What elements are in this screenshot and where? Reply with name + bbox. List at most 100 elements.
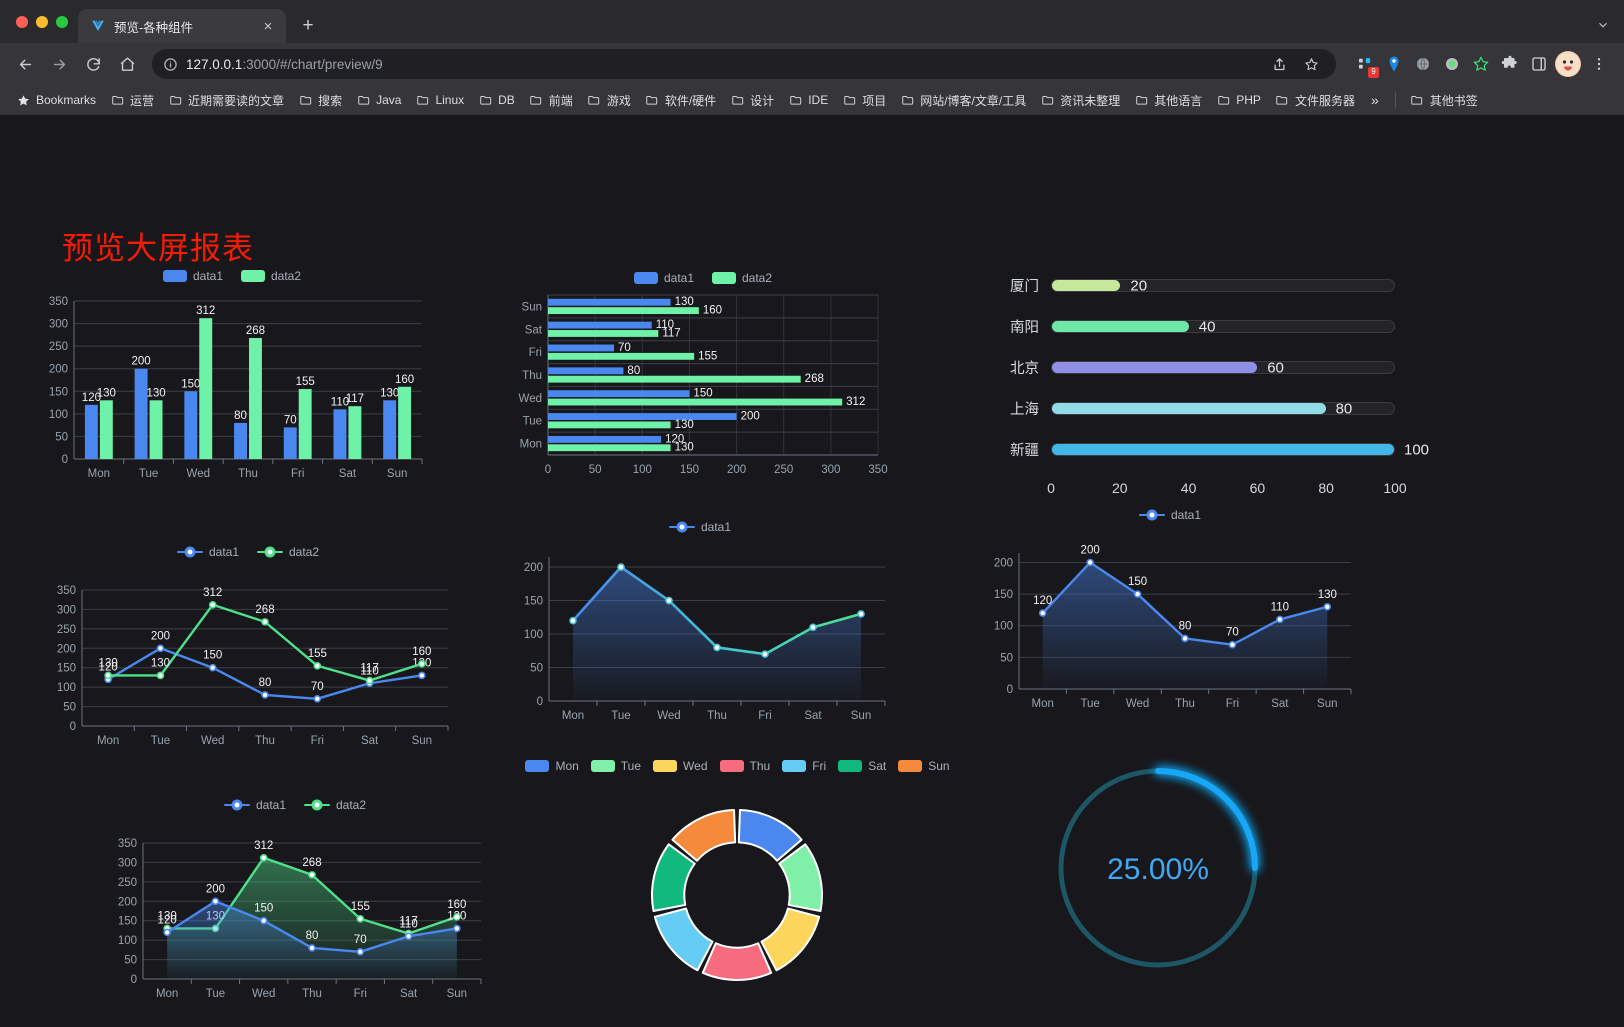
data-point-data2-Sun[interactable] <box>453 913 461 921</box>
bar-data2-Thu[interactable] <box>249 338 262 459</box>
data-point-data1-Wed[interactable] <box>259 916 268 925</box>
extension-icon-1[interactable]: 9 <box>1352 51 1379 78</box>
chart-gauge[interactable]: 25.00% <box>1040 745 1280 995</box>
bookmark-folder-5[interactable]: DB <box>472 90 521 111</box>
data-point-data1-Sat[interactable] <box>809 623 817 632</box>
data-point-data1-Wed[interactable] <box>1133 590 1142 598</box>
data-point-data1-Sun[interactable] <box>418 671 426 680</box>
star-icon[interactable] <box>1296 49 1326 79</box>
bar-data2-Fri[interactable] <box>548 352 695 360</box>
data-point-data2-Thu[interactable] <box>308 871 316 879</box>
bar-data1-Mon[interactable] <box>548 435 662 443</box>
profile-avatar-icon[interactable] <box>1555 51 1581 77</box>
legend-item[interactable]: data1 <box>668 520 731 534</box>
data-point-data1-Fri[interactable] <box>356 948 365 956</box>
bar-data2-Sun[interactable] <box>398 386 412 459</box>
data-point-data1-Fri[interactable] <box>761 650 769 658</box>
data-point-data1-Fri[interactable] <box>313 695 322 703</box>
bar-data1-Sat[interactable] <box>333 409 347 459</box>
bookmark-folder-8[interactable]: 软件/硬件 <box>639 89 722 112</box>
bar-data2-Tue[interactable] <box>149 400 163 459</box>
bar-data2-Mon[interactable] <box>548 444 671 452</box>
bookmark-bookmarks[interactable]: Bookmarks <box>10 90 102 111</box>
legend-item[interactable]: data2 <box>304 798 366 812</box>
bookmark-folder-16[interactable]: 文件服务器 <box>1269 89 1361 112</box>
data-point-data1-Wed[interactable] <box>665 596 673 605</box>
data-point-data1-Mon[interactable] <box>569 616 577 625</box>
data-point-data1-Sat[interactable] <box>404 932 413 941</box>
chart-line-gradient[interactable]: data1 0 50 100 150 200 Mon Tue Wed Thu Fri Sat Sun <box>505 515 895 730</box>
donut-slice-Mon[interactable] <box>737 809 803 862</box>
close-tab-button[interactable]: × <box>263 17 273 35</box>
chart-progress-bars[interactable]: 厦门 20 南阳 40 北京 60 上海 80 新疆 100 0 20 40 60 80 100 <box>995 275 1429 505</box>
legend-item[interactable]: data1 <box>633 271 694 285</box>
circle-green-icon[interactable] <box>1439 51 1465 77</box>
donut-slice-Thu[interactable] <box>701 942 773 981</box>
bar-data1-Sun[interactable] <box>548 298 671 306</box>
bar-data1-Mon[interactable] <box>84 404 98 459</box>
legend-item[interactable]: data1 <box>176 545 239 559</box>
browser-tab[interactable]: 预览-各种组件 × <box>78 9 286 43</box>
new-tab-button[interactable]: + <box>302 15 314 36</box>
bar-data2-Sat[interactable] <box>548 330 659 337</box>
bar-data2-Thu[interactable] <box>548 375 801 383</box>
data-point-data2-Mon[interactable] <box>104 671 112 680</box>
bar-data1-Sat[interactable] <box>548 321 652 329</box>
bookmark-folder-14[interactable]: 其他语言 <box>1128 89 1208 112</box>
bar-data2-Wed[interactable] <box>548 398 843 406</box>
puzzle-extensions-icon[interactable] <box>1497 51 1523 77</box>
bar-data2-Sat[interactable] <box>348 406 362 459</box>
bar-data2-Mon[interactable] <box>99 400 113 459</box>
home-button[interactable] <box>112 49 142 79</box>
data-point-data2-Tue[interactable] <box>156 671 165 680</box>
bar-data1-Thu[interactable] <box>234 422 247 459</box>
bookmark-folder-0[interactable]: 运营 <box>104 89 160 112</box>
bar-data2-Fri[interactable] <box>298 389 312 459</box>
maximize-window-button[interactable] <box>56 15 68 28</box>
donut-slice-Sun[interactable] <box>671 809 737 862</box>
bar-data1-Wed[interactable] <box>548 390 690 398</box>
data-point-data1-Thu[interactable] <box>713 643 721 652</box>
legend-item[interactable]: Mon <box>525 759 579 773</box>
bookmark-folder-13[interactable]: 资讯未整理 <box>1034 89 1126 112</box>
bookmark-folder-1[interactable]: 近期需要读的文章 <box>162 89 290 112</box>
sidepanel-icon[interactable] <box>1526 51 1552 77</box>
bookmark-other-folder[interactable]: 其他书签 <box>1404 89 1484 112</box>
chart-area-single[interactable]: data1 0 50 100 150 200 Mon Tue Wed Thu Fri Sat Sun 1… <box>975 503 1365 718</box>
data-point-data1-Mon[interactable] <box>163 928 171 937</box>
data-point-data2-Wed[interactable] <box>208 600 217 609</box>
legend-item[interactable]: data1 <box>162 269 223 283</box>
data-point-data2-Sat[interactable] <box>365 676 374 685</box>
donut-slice-Wed[interactable] <box>760 907 821 972</box>
progress-row-北京[interactable]: 北京 60 <box>995 357 1395 378</box>
bookmark-folder-12[interactable]: 网站/博客/文章/工具 <box>894 89 1032 112</box>
legend-item[interactable]: Wed <box>653 759 708 773</box>
data-point-data2-Fri[interactable] <box>356 914 365 923</box>
bookmark-folder-6[interactable]: 前端 <box>523 89 579 112</box>
chart-line-dual[interactable]: data1 data2 0 50 100 150 200 250 300 350 Mon Tue W… <box>38 540 458 755</box>
progress-row-上海[interactable]: 上海 80 <box>995 398 1395 419</box>
reload-button[interactable] <box>78 49 108 79</box>
bookmark-folder-4[interactable]: Linux <box>409 90 470 111</box>
bar-data1-Tue[interactable] <box>548 413 737 420</box>
bookmark-folder-2[interactable]: 搜索 <box>292 89 348 112</box>
legend-item[interactable]: Fri <box>782 759 826 773</box>
donut-slice-Sat[interactable] <box>651 843 696 913</box>
progress-row-厦门[interactable]: 厦门 20 <box>995 275 1395 296</box>
data-point-data1-Thu[interactable] <box>261 691 269 699</box>
legend-item[interactable]: data2 <box>257 545 319 559</box>
chart-bar-horizontal[interactable]: data1 data2 0 50 100 150 200 250 300 350 Sun 130 1… <box>508 267 898 482</box>
legend-item[interactable]: data1 <box>1138 508 1201 522</box>
bar-data1-Fri[interactable] <box>548 344 614 352</box>
chart-area-stacked[interactable]: data1 data2 0 50 100 150 200 250 300 350 Mon Tue W… <box>95 793 495 1008</box>
data-point-data1-Mon[interactable] <box>1038 609 1047 617</box>
bar-data1-Tue[interactable] <box>134 368 148 459</box>
bar-data1-Wed[interactable] <box>184 391 198 459</box>
bookmark-folder-7[interactable]: 游戏 <box>581 89 637 112</box>
site-info-icon[interactable] <box>162 56 178 72</box>
bookmark-folder-9[interactable]: 设计 <box>724 89 780 112</box>
bookmarks-overflow-button[interactable]: » <box>1370 92 1379 108</box>
chart-bar-vertical[interactable]: data1 data2 0 50 100 150 200 250 300 350 Mon 120 1… <box>32 265 432 490</box>
bar-data1-Sun[interactable] <box>383 400 397 459</box>
bookmark-folder-11[interactable]: 项目 <box>836 89 892 112</box>
